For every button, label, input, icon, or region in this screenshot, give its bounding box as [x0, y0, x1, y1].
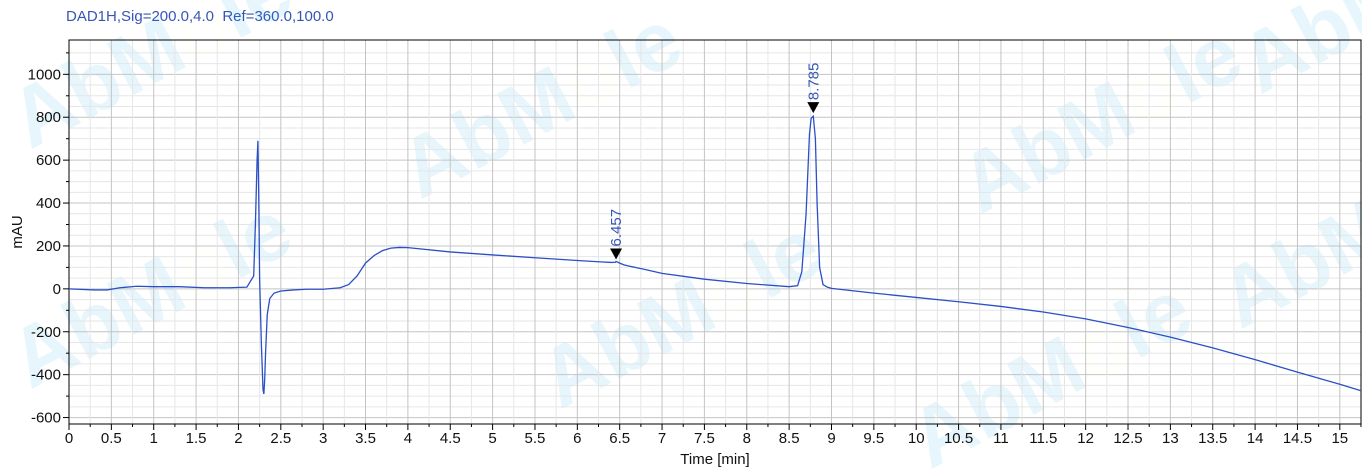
x-tick-label: 12	[1077, 430, 1094, 447]
y-tick-label: 200	[36, 238, 61, 255]
x-tick-label: 0	[65, 430, 73, 447]
x-tick-label: 1.5	[186, 430, 207, 447]
y-tick-label: 800	[36, 109, 61, 126]
x-tick-label: 3	[319, 430, 327, 447]
x-tick-label: 10	[908, 430, 925, 447]
signal-trace	[68, 114, 1362, 395]
y-tick-label: 600	[36, 152, 61, 169]
plot-frame	[68, 39, 1362, 425]
x-tick-label: 11	[993, 430, 1009, 447]
x-tick-label: 3.5	[355, 430, 376, 447]
peak-marker	[610, 248, 623, 260]
x-tick-label: 14.5	[1283, 430, 1312, 447]
x-tick-label: 2.5	[270, 430, 291, 447]
x-tick-label: 4.5	[440, 430, 461, 447]
y-axis-label: mAU	[9, 215, 26, 248]
x-tick-label: 9.5	[863, 430, 884, 447]
x-tick-label: 4	[404, 430, 412, 447]
x-tick-label: 13.5	[1198, 430, 1227, 447]
x-tick-label: 10.5	[944, 430, 973, 447]
x-tick-label: 6.5	[609, 430, 630, 447]
x-tick-label: 15	[1331, 430, 1348, 447]
x-tick-label: 6	[573, 430, 581, 447]
y-tick-label: -200	[31, 324, 61, 341]
y-tick-label: 0	[53, 281, 61, 298]
watermark-text: AbMole	[1204, 120, 1362, 345]
x-tick-label: 8	[743, 430, 751, 447]
x-tick-label: 13	[1162, 430, 1179, 447]
x-axis: 0 0.5 1 1.5 2 2.5 3 3.5 4 4.5 5 5.5 6 6.5 7 7.5 8 8.5 9 9.5…	[65, 424, 1362, 447]
x-tick-label: 1	[150, 430, 158, 447]
x-tick-label: 9	[827, 430, 835, 447]
x-tick-label: 7	[658, 430, 666, 447]
y-tick-label: -600	[31, 410, 61, 427]
y-tick-label: 1000	[28, 66, 61, 83]
x-axis-label: Time [min]	[680, 451, 749, 468]
x-tick-label: 5	[488, 430, 496, 447]
y-tick-label: 400	[36, 195, 61, 212]
x-tick-label: 14	[1247, 430, 1264, 447]
watermark-text: AbMole	[944, 5, 1256, 230]
x-tick-label: 11.5	[1029, 430, 1057, 447]
y-axis: -600 -400 -200 0 200 400 600 800 1000	[28, 52, 69, 427]
y-tick-label: -400	[31, 367, 61, 384]
x-tick-label: 12.5	[1113, 430, 1142, 447]
peak-annotations: 6.457 8.785	[608, 63, 822, 260]
peak-marker	[807, 102, 820, 114]
grid-layer	[68, 40, 1362, 424]
x-tick-label: 5.5	[525, 430, 546, 447]
chart-title: DAD1H,Sig=200.0,4.0 Ref=360.0,100.0	[66, 8, 334, 25]
x-tick-label: 8.5	[779, 430, 800, 447]
peak-label: 8.785	[805, 63, 822, 101]
x-tick-label: 2	[234, 430, 242, 447]
peak-label: 6.457	[608, 209, 625, 247]
watermark-text: AbMole	[384, 0, 696, 216]
x-tick-label: 7.5	[694, 430, 715, 447]
x-tick-label: 0.5	[101, 430, 122, 447]
